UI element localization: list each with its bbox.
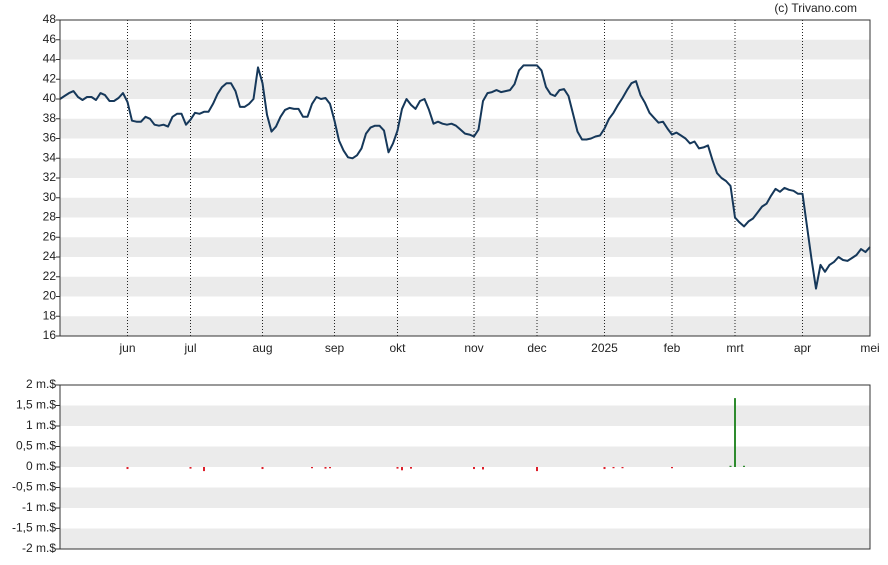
- y-tick-label: 30: [43, 190, 57, 204]
- x-tick-label: nov: [464, 341, 483, 355]
- grid-band: [60, 316, 870, 336]
- y-tick-label: 34: [43, 150, 57, 164]
- volume-bar: [203, 467, 205, 472]
- grid-band: [60, 446, 870, 467]
- volume-bar: [324, 467, 327, 469]
- y-tick-label: -1,5 m.$: [12, 521, 56, 535]
- grid-band: [60, 158, 870, 178]
- price-line: [59, 64, 871, 290]
- x-tick-label: okt: [389, 341, 406, 355]
- copyright: (c) Trivano.com: [774, 1, 857, 15]
- volume-bar: [126, 467, 129, 470]
- volume-bar: [410, 467, 412, 469]
- y-tick-label: 16: [43, 328, 57, 342]
- y-tick-label: 1 m.$: [26, 418, 56, 432]
- y-tick-label: 48: [43, 12, 57, 26]
- grid-band: [60, 405, 870, 426]
- plot-border: [59, 384, 871, 550]
- y-tick-label: 20: [43, 289, 57, 303]
- grid-band: [60, 528, 870, 549]
- x-tick-label: mei: [860, 341, 879, 355]
- y-tick-label: 44: [43, 52, 57, 66]
- volume-bar: [612, 467, 615, 469]
- x-tick-label: aug: [252, 341, 272, 355]
- y-tick-label: 28: [43, 210, 57, 224]
- y-tick-label: 32: [43, 170, 57, 184]
- plot-border: [59, 19, 871, 337]
- y-tick-label: 1,5 m.$: [16, 398, 56, 412]
- volume-bar: [473, 467, 475, 470]
- y-tick-label: -2 m.$: [22, 541, 56, 555]
- y-tick-label: -0,5 m.$: [12, 480, 56, 494]
- x-tick-label: dec: [527, 341, 546, 355]
- y-tick-label: 36: [43, 131, 57, 145]
- y-tick-label: 24: [43, 249, 57, 263]
- volume-bar: [743, 465, 745, 467]
- volume-bar: [189, 467, 192, 469]
- volume-bar: [261, 467, 264, 470]
- x-tick-label: mrt: [726, 341, 744, 355]
- y-tick-label: 40: [43, 91, 57, 105]
- volume-bar: [734, 398, 736, 467]
- y-tick-label: 46: [43, 32, 57, 46]
- volume-bar: [671, 467, 673, 469]
- volume-bar: [329, 467, 331, 469]
- grid-band: [60, 197, 870, 218]
- volume-bar: [603, 467, 606, 470]
- y-tick-label: 42: [43, 71, 57, 85]
- y-tick-label: 0 m.$: [26, 459, 56, 473]
- volume-bar: [536, 467, 538, 472]
- volume-bar: [621, 467, 624, 469]
- grid-band: [60, 79, 870, 99]
- x-tick-label: feb: [664, 341, 681, 355]
- y-tick-label: 26: [43, 229, 57, 243]
- volume-bar: [396, 467, 399, 469]
- y-tick-label: 18: [43, 308, 57, 322]
- grid-band: [60, 39, 870, 60]
- volume-bar: [311, 467, 313, 469]
- y-tick-label: 22: [43, 269, 57, 283]
- grid-band: [60, 487, 870, 508]
- volume-bar: [482, 467, 484, 470]
- x-tick-label: jun: [118, 341, 135, 355]
- grid-band: [60, 237, 870, 257]
- volume-bar: [401, 467, 403, 471]
- volume-bar: [729, 465, 732, 467]
- grid-band: [60, 118, 870, 139]
- y-tick-label: 38: [43, 111, 57, 125]
- x-tick-label: jul: [183, 341, 196, 355]
- y-tick-label: 0,5 m.$: [16, 439, 56, 453]
- y-tick-label: -1 m.$: [22, 500, 56, 514]
- x-tick-label: apr: [794, 341, 811, 355]
- x-tick-label: 2025: [591, 341, 618, 355]
- y-tick-label: 2 m.$: [26, 377, 56, 391]
- grid-band: [60, 276, 870, 297]
- x-tick-label: sep: [325, 341, 345, 355]
